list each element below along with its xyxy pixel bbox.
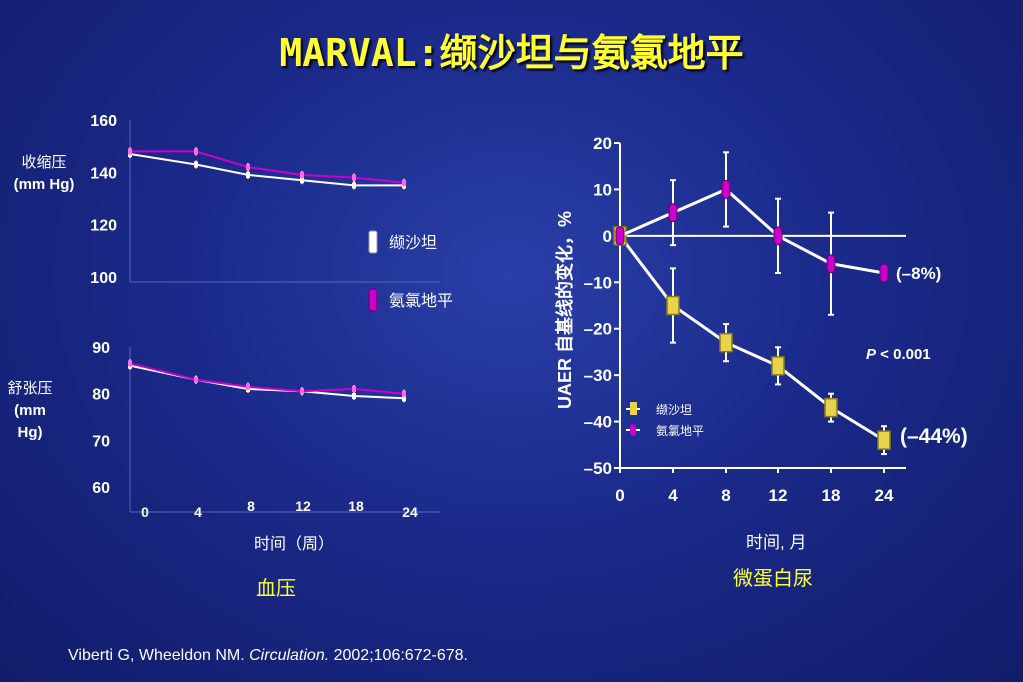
diastolic-xtick-label: 0	[141, 504, 149, 520]
diastolic-point	[352, 393, 356, 399]
uaer-point-amlodipine	[826, 254, 836, 274]
diastolic-point	[246, 383, 250, 390]
diastolic-series-valsartan-line	[129, 364, 405, 400]
systolic-point	[300, 171, 304, 178]
uaer-point-valsartan	[719, 332, 733, 353]
uaer-ytick-label: –10	[584, 273, 612, 292]
uaer-xtick-label: 4	[668, 486, 678, 505]
diastolic-ytick-label: 70	[92, 433, 110, 450]
bp-x-axis-label: 时间（周）	[254, 536, 335, 553]
systolic-point	[194, 148, 198, 155]
uaer-point-amlodipine	[668, 203, 678, 223]
uaer-p-value: P < 0.001	[866, 346, 931, 363]
diastolic-y-label-line2: (mm	[14, 402, 46, 419]
diastolic-xtick-label: 4	[194, 504, 202, 520]
diastolic-point	[402, 390, 406, 397]
uaer-series-valsartan-line	[618, 234, 885, 442]
diastolic-point	[402, 395, 406, 402]
legend-amlodipine-label: 氨氯地平	[389, 292, 453, 310]
diastolic-y-label-line1: 舒张压	[7, 380, 53, 397]
uaer-point-amlodipine	[879, 263, 889, 283]
systolic-y-label-line2: (mm Hg)	[13, 176, 75, 193]
uaer-xtick-label: 24	[875, 486, 894, 505]
diastolic-xtick-label: 18	[348, 498, 364, 514]
uaer-xtick-label: 0	[615, 486, 624, 505]
uaer-series-amlodipine-line	[619, 187, 885, 275]
uaer-xtick-label: 8	[721, 486, 730, 505]
systolic-point	[300, 177, 304, 184]
citation: Viberti G, Wheeldon NM. Circulation. 200…	[68, 647, 468, 665]
uaer-point-valsartan	[771, 356, 785, 376]
systolic-ytick-label: 100	[90, 270, 117, 287]
diastolic-point	[300, 388, 304, 395]
uaer-ytick-label: –50	[584, 459, 612, 478]
page-title: MARVAL:缬沙坦与氨氯地平	[279, 31, 744, 75]
uaer-legend-amlodipine-label: 氨氯地平	[656, 424, 704, 438]
legend-valsartan-swatch	[368, 230, 378, 254]
uaer-annotation-valsartan: (–44%)	[900, 425, 968, 448]
uaer-ytick-label: –30	[584, 366, 612, 385]
diastolic-y-axis-label: 舒张压 (mm Hg)	[4, 378, 56, 444]
uaer-xtick-label: 12	[769, 486, 788, 505]
uaer-point-valsartan	[877, 430, 891, 450]
uaer-x-axis-label: 时间, 月	[746, 533, 807, 552]
systolic-y-axis-label: 收缩压 (mm Hg)	[4, 152, 84, 196]
systolic-y-label-line1: 收缩压	[21, 154, 67, 171]
uaer-ytick-label: –40	[584, 413, 612, 432]
systolic-point	[352, 174, 356, 181]
uaer-xtick-label: 18	[822, 486, 841, 505]
systolic-point	[246, 171, 250, 178]
uaer-annotation-amlodipine: (–8%)	[896, 264, 941, 283]
diastolic-series-amlodipine-line	[129, 362, 405, 395]
diastolic-ytick-label: 60	[92, 480, 110, 497]
uaer-y-axis-label: UAER 自基线的变化，%	[554, 211, 575, 409]
diastolic-ytick-label: 80	[92, 387, 110, 404]
uaer-point-valsartan	[824, 397, 838, 418]
systolic-ytick-label: 160	[90, 113, 117, 130]
uaer-point-amlodipine	[721, 179, 731, 199]
p-symbol: P	[866, 346, 877, 363]
uaer-ytick-label: 0	[603, 227, 612, 246]
diastolic-xtick-label: 8	[247, 498, 255, 514]
systolic-ytick-label: 120	[90, 218, 117, 235]
systolic-point	[194, 161, 198, 168]
uaer-caption: 微蛋白尿	[733, 568, 813, 590]
citation-authors: Viberti G, Wheeldon NM.	[68, 647, 245, 664]
uaer-legend-amlodipine-swatch	[630, 424, 636, 436]
diastolic-xtick-label: 12	[295, 498, 311, 514]
diastolic-y-label-line3: Hg)	[17, 424, 43, 441]
systolic-point	[246, 164, 250, 171]
citation-journal: Circulation.	[249, 647, 330, 664]
diastolic-point	[352, 386, 356, 392]
systolic-point	[128, 148, 132, 155]
diastolic-point	[128, 360, 132, 367]
diastolic-point	[194, 376, 198, 383]
diastolic-xtick-label: 24	[402, 504, 418, 520]
uaer-legend-valsartan-label: 缬沙坦	[656, 403, 692, 417]
diastolic-ytick-label: 90	[92, 340, 110, 357]
legend-amlodipine-swatch	[368, 288, 378, 312]
uaer-point-amlodipine	[773, 226, 783, 246]
systolic-ytick-label: 140	[90, 165, 117, 182]
uaer-ytick-label: –20	[584, 320, 612, 339]
uaer-point-amlodipine	[615, 226, 625, 246]
citation-ref: 2002;106:672-678.	[333, 647, 468, 664]
uaer-legend-valsartan-swatch	[630, 402, 637, 415]
uaer-point-valsartan	[666, 295, 680, 316]
bp-caption: 血压	[256, 578, 296, 600]
systolic-point	[352, 182, 356, 189]
uaer-ytick-label: 20	[593, 134, 612, 153]
uaer-ytick-label: 10	[593, 180, 612, 199]
systolic-series-valsartan-line	[129, 153, 404, 187]
systolic-series-amlodipine-line	[130, 150, 405, 184]
legend-valsartan-label: 缬沙坦	[389, 234, 437, 252]
p-threshold: < 0.001	[876, 346, 931, 363]
systolic-point	[402, 179, 406, 186]
